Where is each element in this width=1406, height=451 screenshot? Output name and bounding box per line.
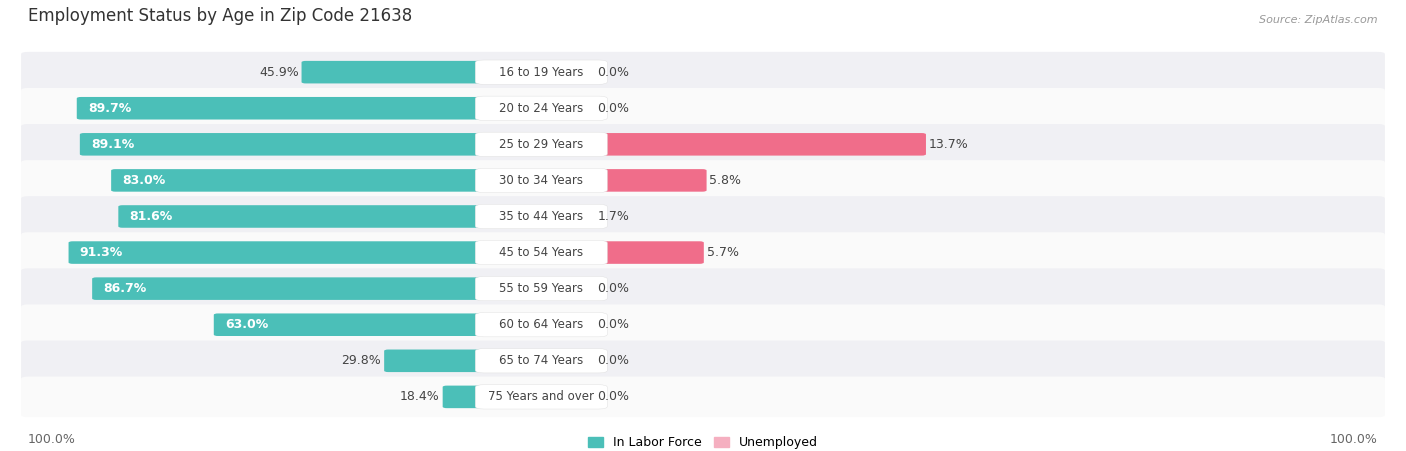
Text: 89.1%: 89.1% [91, 138, 135, 151]
FancyBboxPatch shape [537, 350, 595, 372]
FancyBboxPatch shape [21, 304, 1385, 345]
FancyBboxPatch shape [537, 386, 595, 408]
FancyBboxPatch shape [384, 350, 546, 372]
Text: 83.0%: 83.0% [122, 174, 166, 187]
FancyBboxPatch shape [214, 313, 546, 336]
Text: 20 to 24 Years: 20 to 24 Years [499, 102, 583, 115]
FancyBboxPatch shape [537, 97, 595, 120]
Text: 89.7%: 89.7% [89, 102, 131, 115]
Text: 100.0%: 100.0% [1330, 433, 1378, 446]
FancyBboxPatch shape [537, 313, 595, 336]
FancyBboxPatch shape [118, 205, 546, 228]
FancyBboxPatch shape [537, 133, 927, 156]
FancyBboxPatch shape [21, 52, 1385, 92]
FancyBboxPatch shape [111, 169, 546, 192]
Text: 29.8%: 29.8% [342, 354, 381, 367]
Text: 60 to 64 Years: 60 to 64 Years [499, 318, 583, 331]
FancyBboxPatch shape [537, 277, 595, 300]
FancyBboxPatch shape [537, 205, 595, 228]
Text: 0.0%: 0.0% [598, 391, 630, 403]
Text: 5.7%: 5.7% [707, 246, 738, 259]
FancyBboxPatch shape [537, 169, 707, 192]
Text: 75 Years and over: 75 Years and over [488, 391, 595, 403]
FancyBboxPatch shape [475, 96, 607, 120]
FancyBboxPatch shape [77, 97, 546, 120]
FancyBboxPatch shape [475, 276, 607, 301]
Text: 0.0%: 0.0% [598, 282, 630, 295]
Text: 100.0%: 100.0% [28, 433, 76, 446]
FancyBboxPatch shape [21, 268, 1385, 309]
FancyBboxPatch shape [80, 133, 546, 156]
Text: 81.6%: 81.6% [129, 210, 173, 223]
FancyBboxPatch shape [475, 60, 607, 84]
Text: 30 to 34 Years: 30 to 34 Years [499, 174, 583, 187]
Text: 18.4%: 18.4% [401, 391, 440, 403]
Text: 45 to 54 Years: 45 to 54 Years [499, 246, 583, 259]
Text: 55 to 59 Years: 55 to 59 Years [499, 282, 583, 295]
FancyBboxPatch shape [21, 232, 1385, 273]
FancyBboxPatch shape [475, 240, 607, 265]
Text: 0.0%: 0.0% [598, 318, 630, 331]
FancyBboxPatch shape [537, 241, 704, 264]
FancyBboxPatch shape [475, 385, 607, 409]
FancyBboxPatch shape [537, 61, 595, 83]
Text: 86.7%: 86.7% [104, 282, 146, 295]
Text: 0.0%: 0.0% [598, 102, 630, 115]
Text: 5.8%: 5.8% [710, 174, 741, 187]
FancyBboxPatch shape [443, 386, 546, 408]
FancyBboxPatch shape [475, 132, 607, 156]
Text: 0.0%: 0.0% [598, 354, 630, 367]
FancyBboxPatch shape [301, 61, 546, 83]
FancyBboxPatch shape [21, 160, 1385, 201]
Legend: In Labor Force, Unemployed: In Labor Force, Unemployed [588, 436, 818, 449]
FancyBboxPatch shape [69, 241, 546, 264]
Text: 65 to 74 Years: 65 to 74 Years [499, 354, 583, 367]
Text: 25 to 29 Years: 25 to 29 Years [499, 138, 583, 151]
FancyBboxPatch shape [21, 124, 1385, 165]
Text: Source: ZipAtlas.com: Source: ZipAtlas.com [1260, 15, 1378, 25]
Text: 1.7%: 1.7% [598, 210, 630, 223]
FancyBboxPatch shape [475, 349, 607, 373]
FancyBboxPatch shape [21, 196, 1385, 237]
Text: 91.3%: 91.3% [80, 246, 124, 259]
FancyBboxPatch shape [21, 88, 1385, 129]
Text: 13.7%: 13.7% [929, 138, 969, 151]
FancyBboxPatch shape [475, 168, 607, 193]
FancyBboxPatch shape [21, 377, 1385, 417]
FancyBboxPatch shape [475, 313, 607, 337]
Text: Employment Status by Age in Zip Code 21638: Employment Status by Age in Zip Code 216… [28, 7, 412, 25]
FancyBboxPatch shape [475, 204, 607, 229]
FancyBboxPatch shape [93, 277, 546, 300]
Text: 16 to 19 Years: 16 to 19 Years [499, 66, 583, 78]
Text: 63.0%: 63.0% [225, 318, 269, 331]
Text: 35 to 44 Years: 35 to 44 Years [499, 210, 583, 223]
Text: 45.9%: 45.9% [259, 66, 298, 78]
Text: 0.0%: 0.0% [598, 66, 630, 78]
FancyBboxPatch shape [21, 341, 1385, 381]
